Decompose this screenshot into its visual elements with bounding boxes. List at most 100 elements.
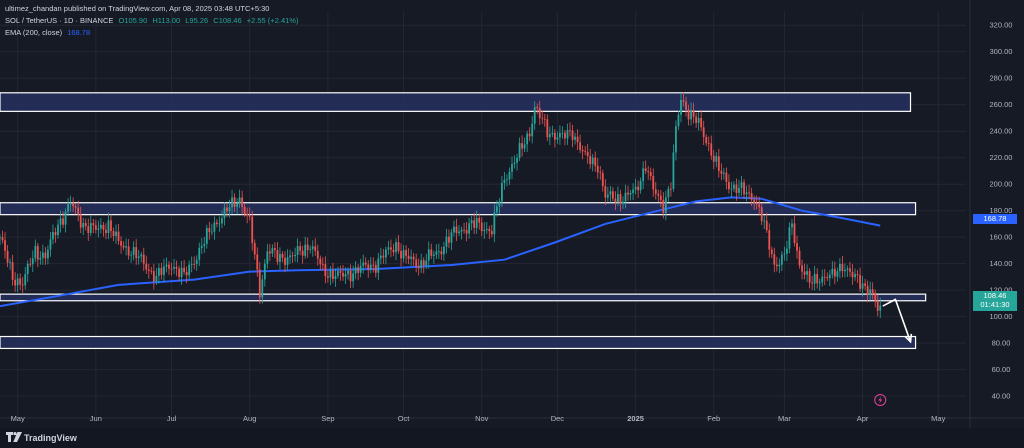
candle-body [564,132,566,139]
candle-body [387,247,390,250]
candle-body [221,218,223,224]
candle-body [379,255,382,259]
candle [768,223,771,258]
candle [19,273,22,290]
candle-body [289,255,291,258]
candle [415,253,418,273]
candle [92,218,95,234]
down-arrow-line [882,298,912,343]
candle-body [780,254,783,265]
candle [142,247,145,271]
candle-body [667,188,670,198]
candle-body [682,100,685,102]
x-tick-label: Oct [398,414,411,423]
candle-body [321,264,324,266]
candle [657,189,660,203]
candle [841,256,844,278]
candle-body [125,246,128,248]
candle [551,125,554,137]
candle [516,153,518,171]
candle [859,267,861,292]
candle-body [831,268,834,275]
candle [432,250,435,264]
candle [821,269,824,287]
candle [190,256,193,273]
candle-body [642,168,645,182]
candle-body [67,204,69,212]
candle-body [324,264,327,277]
candle [400,243,402,267]
candle-body [256,254,259,270]
symbol-label[interactable]: SOL / TetherUS · 1D · BINANCE [5,16,114,25]
candle [460,226,463,240]
candle [369,257,372,274]
candle-body [541,117,544,119]
candle [200,237,203,254]
ema-label[interactable]: EMA (200, close) [5,28,63,37]
candle-body [281,253,284,258]
tradingview-logo-icon[interactable] [6,432,22,442]
candle [654,182,657,200]
candle-body [801,265,803,272]
candle-body [536,107,539,109]
tradingview-brand[interactable]: TradingView [24,433,77,443]
candle-body [722,172,725,174]
candle [410,249,413,266]
candle-body [516,157,518,163]
candle [342,265,344,281]
candle-body [854,274,856,278]
candle-body [458,231,460,234]
candle [871,282,874,300]
y-tick-label: 160.00 [990,233,1013,242]
candle [710,135,713,160]
candle [390,239,392,258]
candle [362,254,365,274]
candle [26,260,29,283]
candle-body [743,182,745,195]
candle-body [803,271,806,275]
candle-body [758,204,761,208]
y-tick-label: 120.00 [990,286,1013,295]
candle [617,186,619,207]
candle-body [445,236,448,247]
candle-body [349,270,352,282]
candle-body [251,216,254,243]
candle [188,260,191,280]
candle-body [551,132,554,135]
candle-body [838,263,841,272]
candle [395,238,397,261]
candle-body [740,182,743,188]
candle [47,245,49,265]
candle-body [286,257,289,265]
candle-body [470,220,473,224]
candle [344,267,347,285]
candle-body [818,282,821,284]
x-tick-label: Dec [551,414,565,423]
candle [268,244,271,262]
candle-body [639,181,642,191]
y-tick-label: 240.00 [990,127,1013,136]
candle-body [755,203,758,205]
candle-body [730,188,733,190]
candle-body [117,231,120,242]
candle [319,255,322,271]
candle-body [163,266,165,275]
candle [112,227,115,242]
candle [506,174,508,187]
candle [611,187,614,202]
candle-body [753,199,756,204]
candle-body [392,249,395,253]
candle [450,228,453,251]
published-line: ultimez_chandan published on TradingView… [5,4,270,13]
candle-body [637,186,640,191]
candle-body [339,271,342,273]
candle-body [657,193,660,196]
candle [246,207,249,224]
candle-body [702,127,705,138]
candle-body [130,254,133,256]
candle-body [770,249,773,255]
candle-body [453,226,455,233]
candle [218,216,221,232]
candle-body [493,212,496,235]
